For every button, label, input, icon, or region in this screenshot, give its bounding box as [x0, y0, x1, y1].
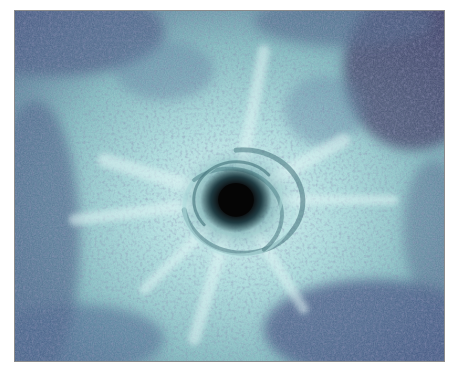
vortex-photo [15, 11, 444, 361]
photo-frame [14, 10, 445, 362]
vortex-center [218, 183, 254, 217]
